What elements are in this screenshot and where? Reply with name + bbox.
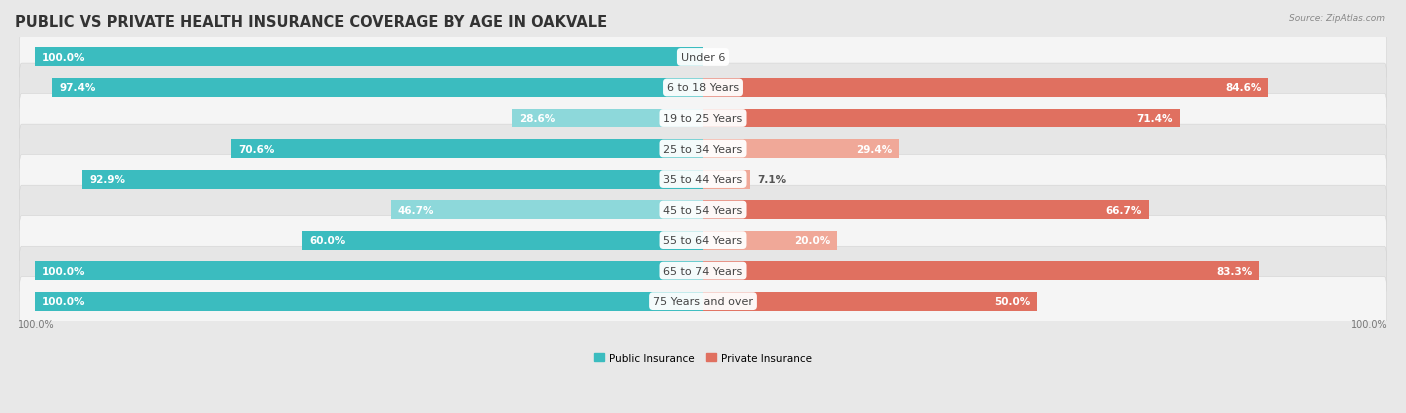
FancyBboxPatch shape [20,94,1386,143]
Bar [703,140,900,159]
Text: 75 Years and over: 75 Years and over [652,297,754,306]
Bar [302,231,703,250]
Text: 65 to 74 Years: 65 to 74 Years [664,266,742,276]
FancyBboxPatch shape [20,277,1386,326]
Text: Under 6: Under 6 [681,53,725,63]
FancyBboxPatch shape [20,155,1386,204]
Text: 97.4%: 97.4% [59,83,96,93]
Bar [232,140,703,159]
Text: 84.6%: 84.6% [1225,83,1261,93]
Bar [703,201,1149,219]
Text: 20.0%: 20.0% [793,235,830,245]
Bar [35,48,703,67]
Text: 66.7%: 66.7% [1105,205,1142,215]
Text: 60.0%: 60.0% [309,235,344,245]
Text: 50.0%: 50.0% [994,297,1031,306]
Bar [512,109,703,128]
FancyBboxPatch shape [20,125,1386,173]
Bar [52,79,703,98]
Text: Source: ZipAtlas.com: Source: ZipAtlas.com [1289,14,1385,24]
Text: 29.4%: 29.4% [856,144,893,154]
FancyBboxPatch shape [20,33,1386,82]
Bar [703,79,1268,98]
FancyBboxPatch shape [20,186,1386,235]
Text: 71.4%: 71.4% [1136,114,1173,124]
Text: 7.1%: 7.1% [756,175,786,185]
Text: 100.0%: 100.0% [18,319,55,329]
Text: 55 to 64 Years: 55 to 64 Years [664,235,742,245]
Text: 19 to 25 Years: 19 to 25 Years [664,114,742,124]
Bar [35,261,703,280]
Bar [703,231,837,250]
Bar [83,170,703,189]
Text: 100.0%: 100.0% [42,53,86,63]
Text: 46.7%: 46.7% [398,205,434,215]
Text: 45 to 54 Years: 45 to 54 Years [664,205,742,215]
FancyBboxPatch shape [20,216,1386,265]
Bar [703,170,751,189]
Text: 83.3%: 83.3% [1216,266,1253,276]
Text: 6 to 18 Years: 6 to 18 Years [666,83,740,93]
Legend: Public Insurance, Private Insurance: Public Insurance, Private Insurance [589,349,817,367]
Text: PUBLIC VS PRIVATE HEALTH INSURANCE COVERAGE BY AGE IN OAKVALE: PUBLIC VS PRIVATE HEALTH INSURANCE COVER… [15,15,607,30]
FancyBboxPatch shape [20,64,1386,113]
FancyBboxPatch shape [20,247,1386,295]
Bar [703,261,1260,280]
Text: 100.0%: 100.0% [42,266,86,276]
Text: 100.0%: 100.0% [42,297,86,306]
Bar [35,292,703,311]
Text: 70.6%: 70.6% [238,144,274,154]
Text: 100.0%: 100.0% [1351,319,1388,329]
Bar [391,201,703,219]
Text: 92.9%: 92.9% [89,175,125,185]
Text: 35 to 44 Years: 35 to 44 Years [664,175,742,185]
Bar [703,292,1038,311]
Text: 28.6%: 28.6% [519,114,555,124]
Bar [703,109,1180,128]
Text: 25 to 34 Years: 25 to 34 Years [664,144,742,154]
